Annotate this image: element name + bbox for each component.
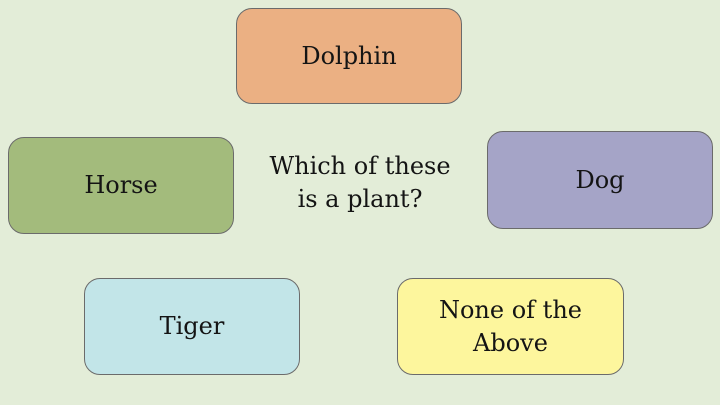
question-line-2: is a plant? — [297, 185, 423, 213]
answer-option-tiger[interactable]: Tiger — [84, 278, 300, 375]
question-line-1: Which of these — [269, 152, 451, 180]
answer-option-label: Tiger — [159, 312, 225, 340]
answer-option-dog[interactable]: Dog — [487, 131, 713, 229]
answer-option-none-of-the-above[interactable]: None of the Above — [397, 278, 624, 375]
answer-option-label-line-1: None of the — [438, 295, 582, 324]
answer-option-label: None of the Above — [439, 294, 582, 360]
answer-option-label: Dog — [575, 165, 625, 194]
answer-option-label: Horse — [84, 171, 158, 199]
answer-option-dolphin[interactable]: Dolphin — [236, 8, 462, 104]
answer-option-label: Dolphin — [301, 41, 397, 70]
answer-option-horse[interactable]: Horse — [8, 137, 234, 234]
answer-option-label-line-2: Above — [473, 328, 548, 357]
question-text: Which of these is a plant? — [252, 150, 468, 216]
